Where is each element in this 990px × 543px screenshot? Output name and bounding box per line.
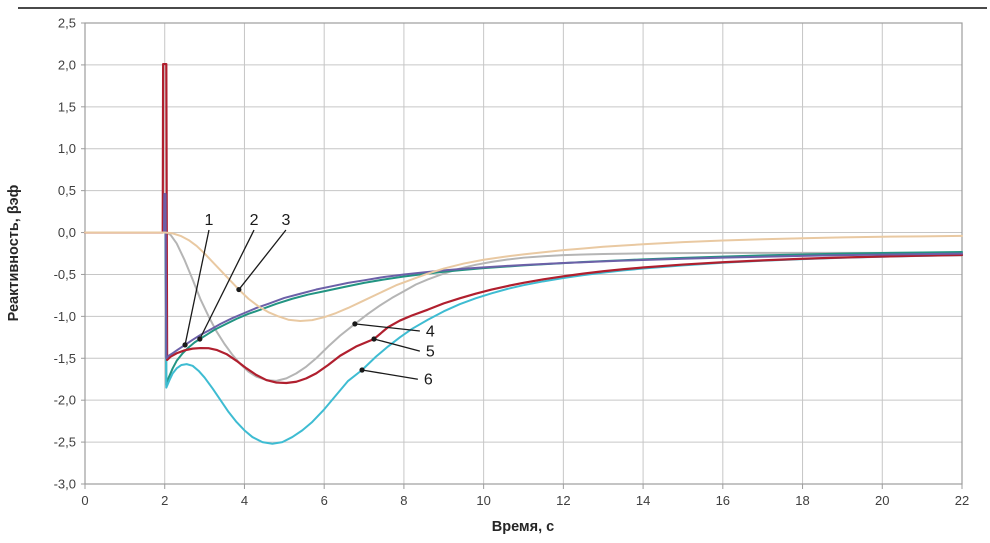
callout-number: 3 [281,212,290,229]
x-tick-label: 18 [795,493,809,508]
x-tick-labels: 0 2 4 6 8 10 12 14 16 18 20 22 [81,493,969,508]
x-tick-label: 12 [556,493,570,508]
x-tick-label: 22 [955,493,969,508]
y-tick-label: 1,0 [58,141,76,156]
series-curves [83,62,964,445]
callout-dot [359,367,365,373]
callout-dot [182,342,188,348]
x-tick-label: 0 [81,493,88,508]
callout-number: 6 [424,372,433,389]
callout-number: 1 [205,212,214,229]
x-tick-label: 2 [161,493,168,508]
y-tick-label: 1,5 [58,99,76,114]
y-tick-labels: 2,5 2,0 1,5 1,0 0,5 0,0 -0,5 -1,0 -1,5 -2,0 -2,5 -3… [54,16,76,492]
x-tick-label: 14 [636,493,650,508]
callout-dot [352,321,358,327]
callout-number: 2 [250,212,259,229]
y-tick-label: -2,5 [54,435,76,450]
y-tick-label: -0,5 [54,267,76,282]
x-tick-label: 10 [476,493,490,508]
curve-1 [84,192,963,360]
y-tick-label: 2,5 [58,16,76,31]
y-tick-label: 2,0 [58,57,76,72]
y-tick-label: -2,0 [54,393,76,408]
callout-3: 3 [236,212,290,293]
callout-number: 4 [426,324,435,341]
x-tick-label: 20 [875,493,889,508]
callout-5: 5 [371,336,435,361]
callout-leader-line [354,323,420,332]
x-tick-label: 4 [241,493,248,508]
y-tick-label: -1,0 [54,309,76,324]
curve-3 [84,231,963,322]
callout-leader-line [361,369,418,380]
x-axis-title: Время, с [492,519,555,535]
callout-dot [236,286,242,293]
callout-2: 2 [197,212,259,342]
callout-6: 6 [359,367,433,389]
x-tick-label: 16 [716,493,730,508]
curve-5 [83,62,964,385]
y-tick-label: -3,0 [54,477,76,492]
callout-dot [371,336,377,342]
curve-6 [84,192,963,445]
x-tick-label: 6 [321,493,328,508]
callout-number: 5 [426,344,435,361]
x-tick-label: 8 [400,493,407,508]
callout-dot [197,336,203,342]
curve-2 [84,192,963,387]
callout-1: 1 [182,212,214,348]
y-tick-label: 0,0 [58,225,76,240]
callout-leader-line [184,229,210,345]
y-axis-title: Реактивность, βэф [6,184,22,321]
curve-callouts: 1 2 3 4 5 6 [182,212,435,389]
callout-leader-line [238,229,287,290]
y-tick-label: 0,5 [58,183,76,198]
callout-leader-line [199,229,255,340]
callout-leader-line [373,338,421,352]
callout-4: 4 [352,321,435,341]
axis-ticks [81,22,963,489]
y-tick-label: -1,5 [54,351,76,366]
